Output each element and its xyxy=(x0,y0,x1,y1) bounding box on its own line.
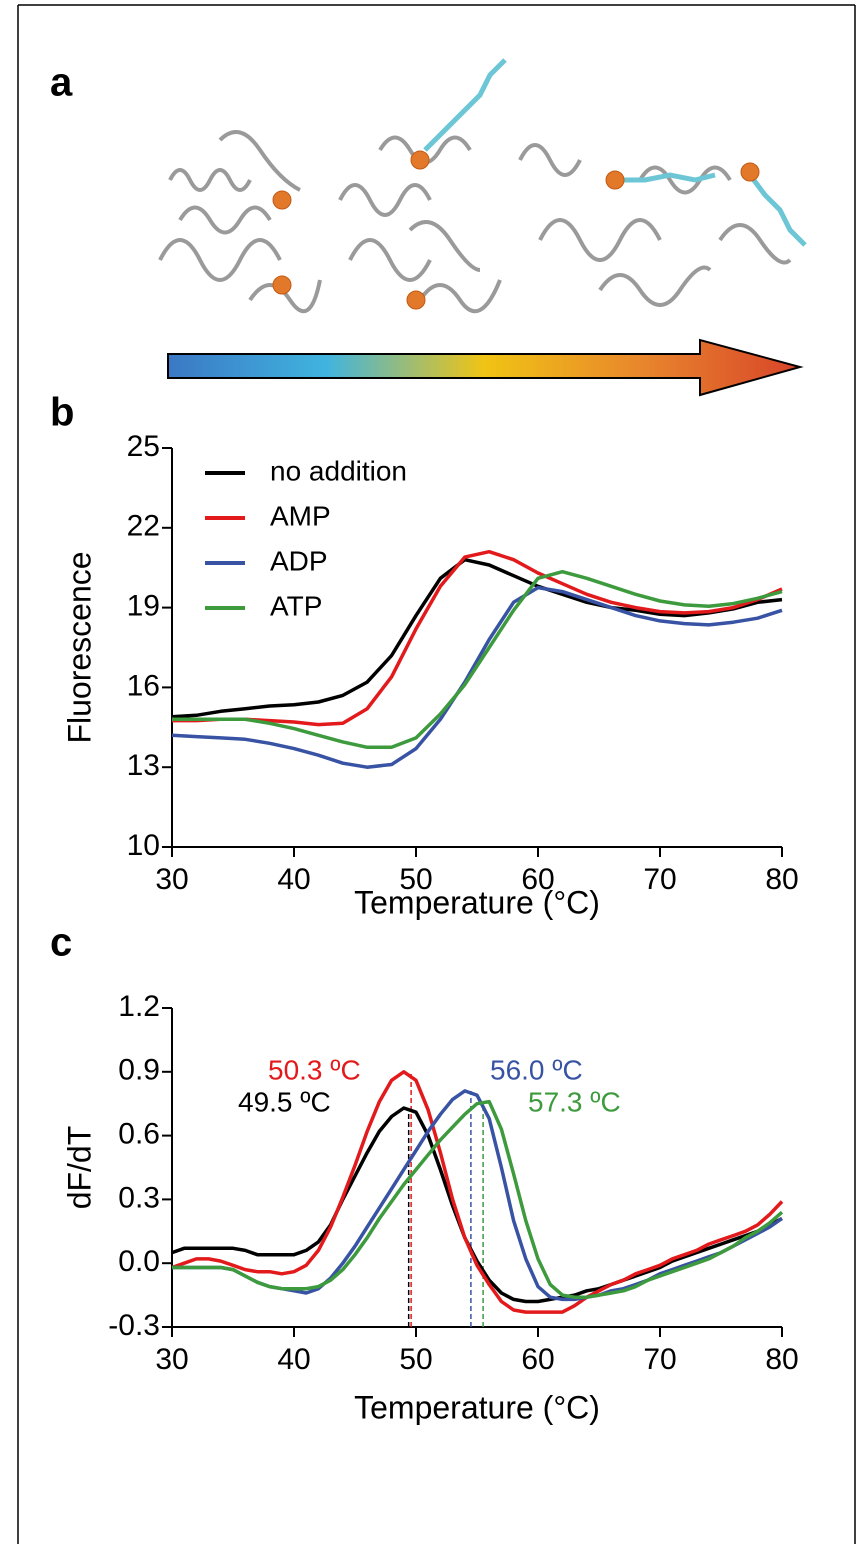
legend-label: ATP xyxy=(270,590,322,621)
y-tick-label: 0.6 xyxy=(118,1118,160,1151)
x-tick-label: 60 xyxy=(521,1343,554,1376)
x-tick-label: 60 xyxy=(521,863,554,896)
protein-structures xyxy=(158,130,792,314)
x-tick-label: 70 xyxy=(643,1343,676,1376)
y-tick-label: 25 xyxy=(127,430,160,463)
y-tick-label: 16 xyxy=(127,669,160,702)
x-tick-label: 80 xyxy=(765,1343,798,1376)
series-line xyxy=(172,549,783,727)
y-tick-label: 22 xyxy=(127,510,160,543)
x-axis-label: Temperature (°C) xyxy=(354,884,600,920)
gradient-arrow xyxy=(167,338,804,397)
panel-label: a xyxy=(50,61,73,105)
x-tick-label: 30 xyxy=(155,863,188,896)
series-line xyxy=(172,569,783,750)
y-tick-label: -0.3 xyxy=(108,1309,160,1342)
y-tick-label: 19 xyxy=(127,590,160,623)
annotation: 57.3 ºC xyxy=(528,1086,621,1117)
panel-label: b xyxy=(50,391,74,435)
legend-label: no addition xyxy=(270,455,407,486)
y-tick-label: 0.3 xyxy=(118,1181,160,1214)
x-tick-label: 40 xyxy=(277,863,310,896)
legend-label: AMP xyxy=(270,500,331,531)
annotation: 50.3 ºC xyxy=(268,1054,361,1085)
y-tick-label: 10 xyxy=(127,829,160,862)
legend-label: ADP xyxy=(270,545,328,576)
x-tick-label: 50 xyxy=(399,1343,432,1376)
panel-label: c xyxy=(50,921,72,965)
series-line xyxy=(172,1099,784,1299)
frame xyxy=(17,4,856,1544)
series-line xyxy=(171,585,783,769)
y-axis-label: dF/dT xyxy=(61,1126,97,1210)
y-tick-label: 0.0 xyxy=(118,1245,160,1278)
x-tick-label: 50 xyxy=(399,863,432,896)
y-axis-label: Fluorescence xyxy=(61,551,97,743)
annotation: 49.5 ºC xyxy=(238,1086,331,1117)
x-tick-label: 30 xyxy=(155,1343,188,1376)
x-tick-label: 70 xyxy=(643,863,676,896)
metal-spheres xyxy=(272,150,760,310)
x-axis-label: Temperature (°C) xyxy=(354,1389,600,1425)
y-tick-label: 13 xyxy=(127,749,160,782)
series-line xyxy=(171,557,783,719)
series-line xyxy=(171,1070,784,1314)
y-tick-label: 1.2 xyxy=(118,990,160,1023)
ligands xyxy=(423,58,807,247)
x-tick-label: 40 xyxy=(277,1343,310,1376)
annotation: 56.0 ºC xyxy=(490,1054,583,1085)
y-tick-label: 0.9 xyxy=(118,1054,160,1087)
x-tick-label: 80 xyxy=(765,863,798,896)
